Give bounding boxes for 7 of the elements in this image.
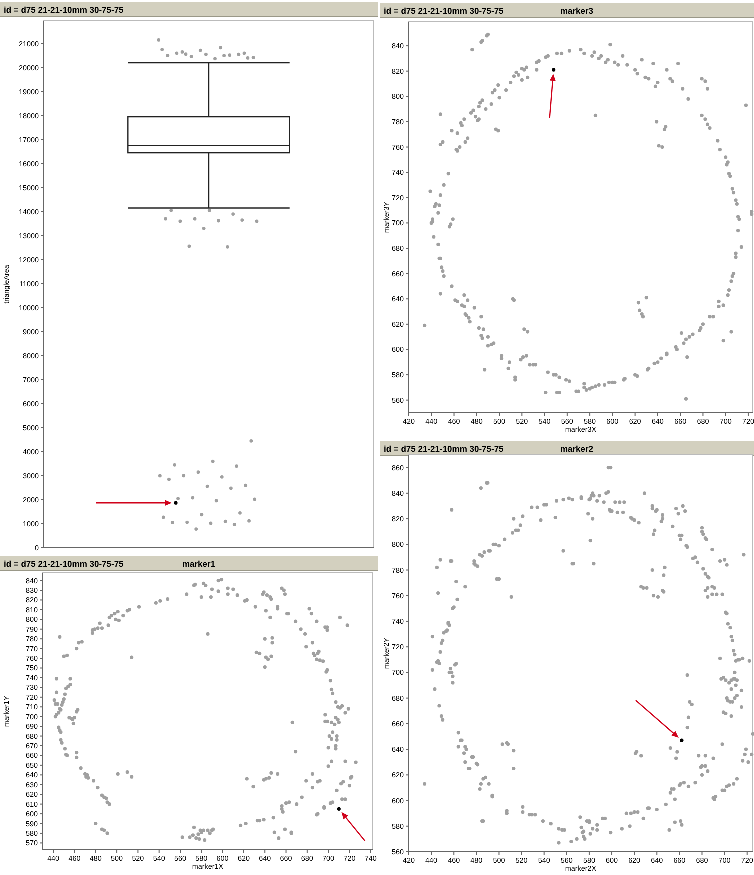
chart-title: id = d75 21-21-10mm 30-75-75	[4, 5, 124, 15]
chart-title: id = d75 21-21-10mm 30-75-75	[384, 6, 504, 16]
chart-subtitle: marker1	[182, 559, 216, 569]
chart-subtitle: marker3	[560, 6, 594, 16]
chart-title: id = d75 21-21-10mm 30-75-75	[384, 444, 504, 454]
chart-subtitle: marker2	[560, 444, 594, 454]
chart-title: id = d75 21-21-10mm 30-75-75	[4, 559, 124, 569]
